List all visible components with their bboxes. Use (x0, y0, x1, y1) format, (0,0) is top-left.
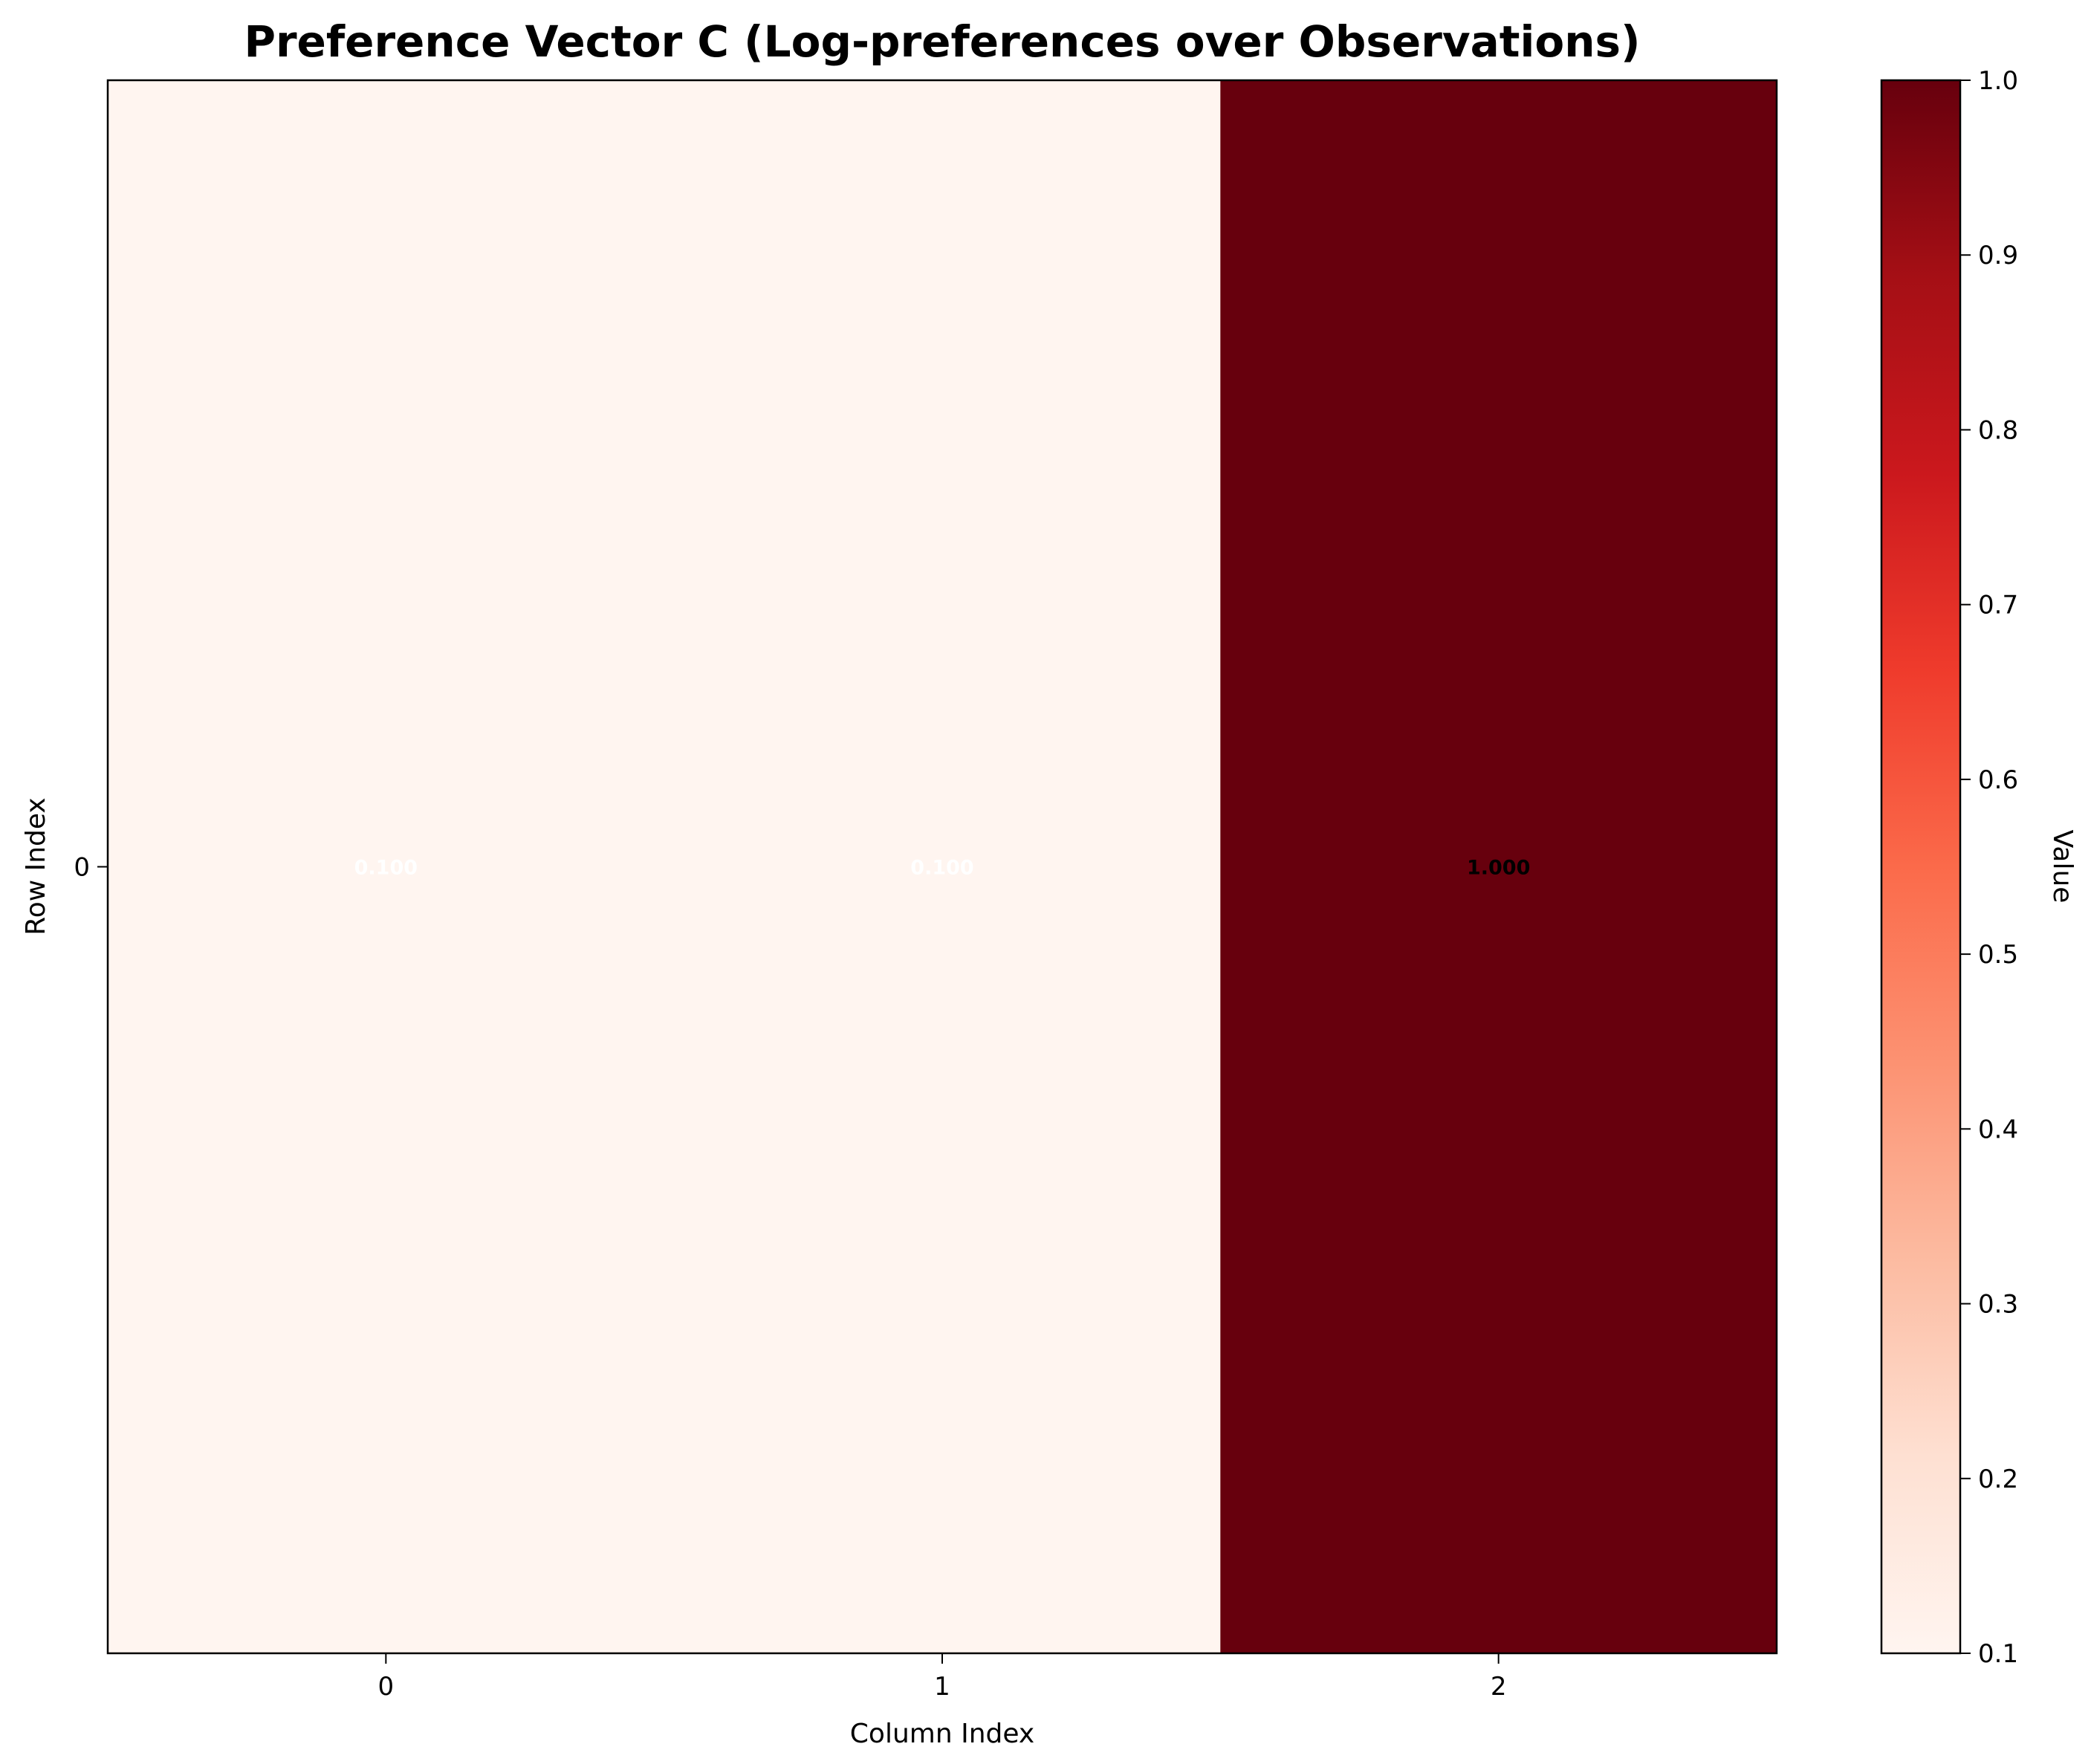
chart-title: Preference Vector C (Log-preferences ove… (244, 16, 1640, 67)
colorbar-ticks: 0.1 0.2 0.3 0.4 0.5 0.6 0.7 0.8 0.9 1.0 (1960, 66, 2018, 1669)
colorbar-tick-label: 0.4 (1978, 1115, 2018, 1144)
colorbar-label: Value (2047, 830, 2078, 904)
colorbar (1880, 79, 1962, 1655)
x-tick-label: 2 (1491, 1672, 1507, 1702)
x-tick-label: 1 (934, 1672, 950, 1702)
colorbar-tick-label: 0.1 (1978, 1639, 2018, 1669)
x-axis-ticks: 0 1 2 (378, 1653, 1507, 1702)
x-tick-label: 0 (378, 1672, 395, 1702)
y-tick-label: 0 (74, 853, 90, 883)
cell-value-label-r0-c0: 0.100 (354, 857, 418, 880)
colorbar-tick-label: 0.5 (1978, 940, 2018, 970)
heatmap-cell-r0-c0 (108, 80, 665, 1653)
colorbar-tick-label: 0.2 (1978, 1465, 2018, 1494)
colorbar-tick-label: 0.6 (1978, 765, 2018, 795)
colorbar-tick-label: 1.0 (1978, 66, 2018, 96)
colorbar-tick-label: 0.8 (1978, 415, 2018, 445)
y-axis-ticks: 0 (74, 853, 108, 883)
colorbar-tick-label: 0.3 (1978, 1290, 2018, 1320)
colorbar-tick-label: 0.7 (1978, 591, 2018, 620)
heatmap-cell-r0-c1 (664, 80, 1221, 1653)
heatmap-cell-labels: 0.100 0.100 1.000 (354, 857, 1531, 880)
cell-value-label-r0-c2: 1.000 (1467, 857, 1530, 880)
x-axis-label: Column Index (850, 1719, 1034, 1749)
y-axis-label: Row Index (21, 797, 51, 935)
heatmap-cells (108, 80, 1777, 1653)
cell-value-label-r0-c1: 0.100 (910, 857, 973, 880)
heatmap-cell-r0-c2 (1220, 80, 1777, 1653)
colorbar-tick-label: 0.9 (1978, 241, 2018, 270)
